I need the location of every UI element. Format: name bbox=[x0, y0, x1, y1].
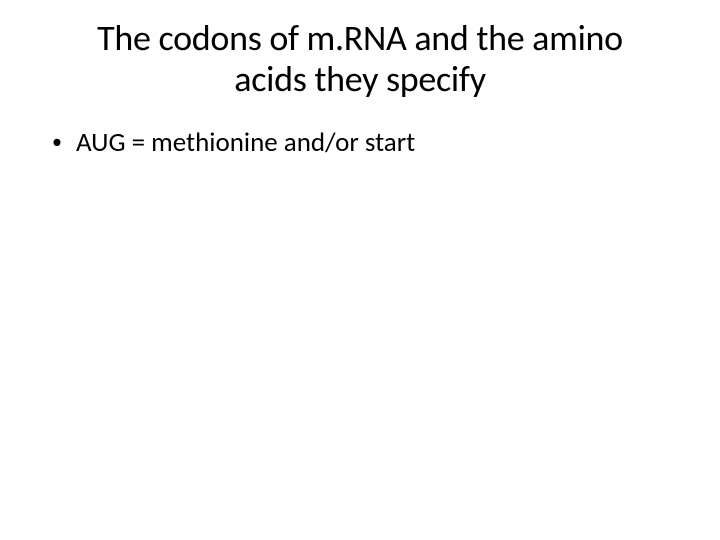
title-line-2: acids they specify bbox=[234, 57, 485, 101]
slide-title: The codons of m.RNA and the amino acids … bbox=[40, 18, 680, 101]
bullet-marker-icon: • bbox=[52, 125, 62, 159]
slide-content: • AUG = methionine and/or start bbox=[40, 125, 680, 160]
title-line-1: The codons of m.RNA and the amino bbox=[97, 16, 623, 60]
bullet-item: • AUG = methionine and/or start bbox=[48, 125, 680, 160]
slide-container: The codons of m.RNA and the amino acids … bbox=[0, 0, 720, 540]
bullet-text: AUG = methionine and/or start bbox=[76, 125, 680, 160]
